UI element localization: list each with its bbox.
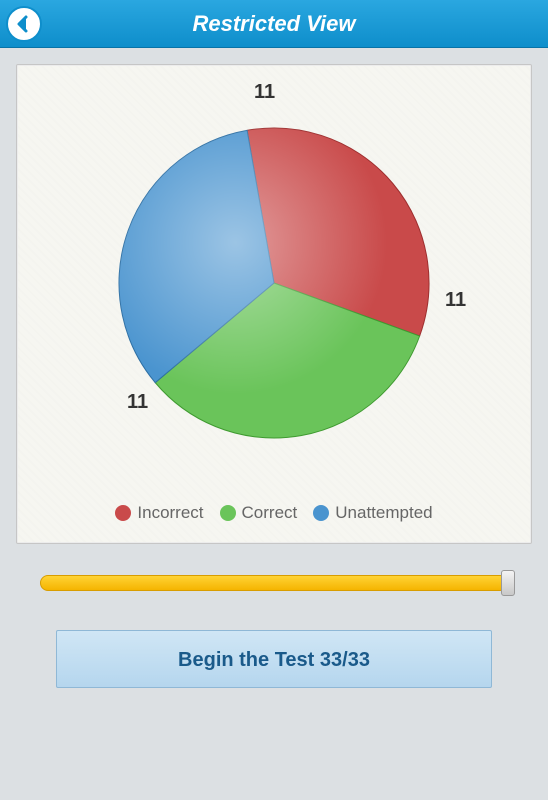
legend-swatch-correct [220,505,236,521]
header-bar: Restricted View [0,0,548,48]
slider-thumb[interactable] [501,570,515,596]
slice-value-incorrect: 11 [254,81,275,104]
back-button[interactable] [6,6,42,42]
legend-label: Unattempted [335,503,432,523]
legend-item-unattempted: Unattempted [313,503,432,523]
legend-swatch-unattempted [313,505,329,521]
slice-value-correct: 11 [445,289,466,312]
legend-swatch-incorrect [115,505,131,521]
chart-card: 11 11 11 Incorrect Correct Unattempted [16,64,532,544]
begin-test-button[interactable]: Begin the Test 33/33 [56,630,492,688]
legend: Incorrect Correct Unattempted [29,483,519,531]
legend-item-incorrect: Incorrect [115,503,203,523]
page-title: Restricted View [0,11,548,37]
legend-label: Incorrect [137,503,203,523]
legend-item-correct: Correct [220,503,298,523]
back-arrow-icon [14,14,34,34]
progress-slider[interactable] [40,570,508,596]
slice-value-unattempted: 11 [127,391,148,414]
slider-fill [40,575,508,591]
pie-chart: 11 11 11 [29,83,519,483]
legend-label: Correct [242,503,298,523]
